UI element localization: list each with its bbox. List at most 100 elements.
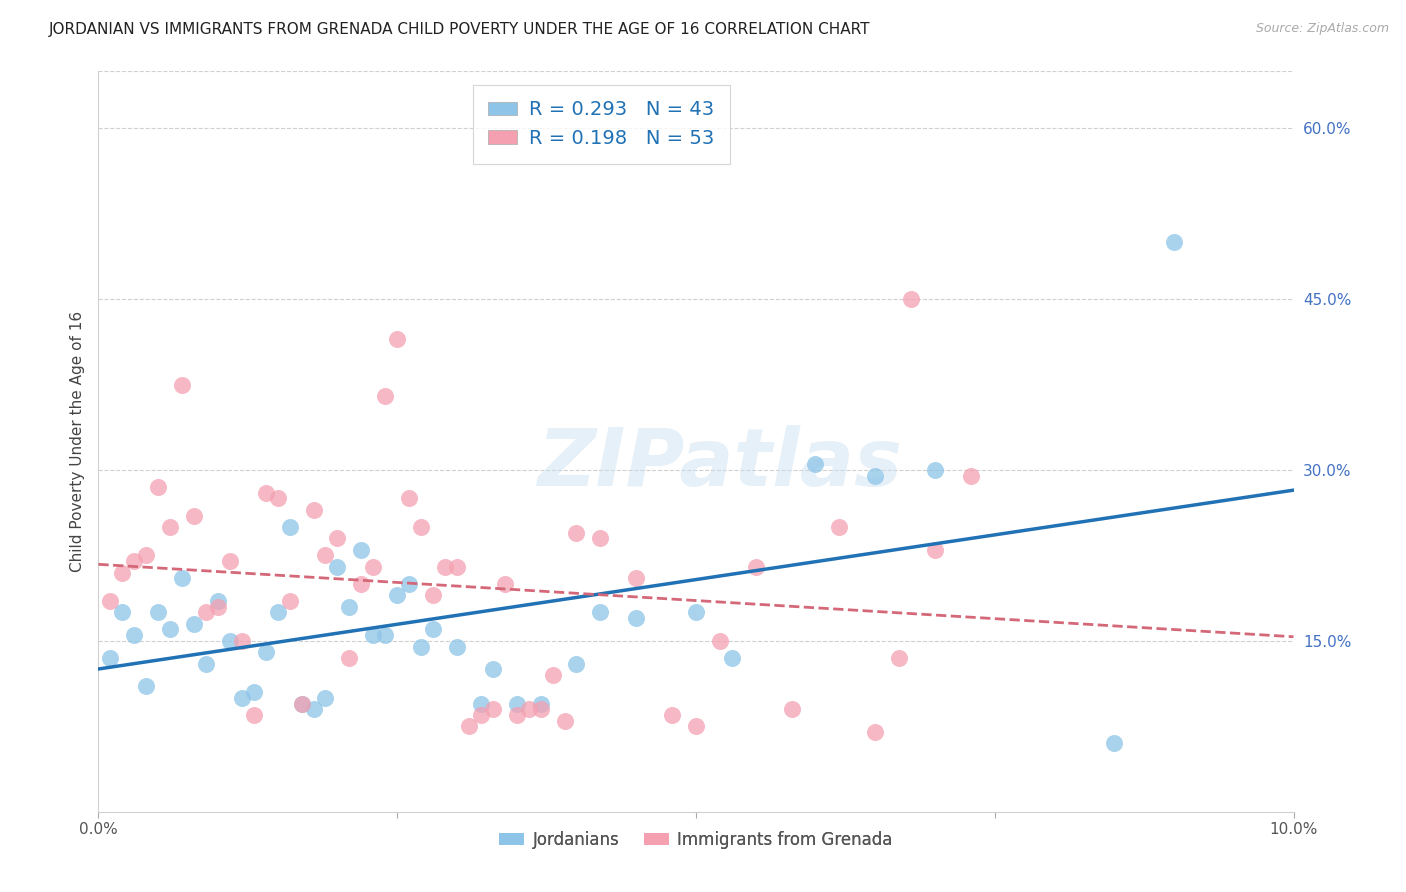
Point: [363, 559, 385, 574]
Point: [183, 508, 205, 523]
Point: [398, 577, 420, 591]
Point: [339, 599, 361, 614]
Point: [374, 628, 396, 642]
Point: [1163, 235, 1185, 250]
Text: JORDANIAN VS IMMIGRANTS FROM GRENADA CHILD POVERTY UNDER THE AGE OF 16 CORRELATI: JORDANIAN VS IMMIGRANTS FROM GRENADA CHI…: [49, 22, 870, 37]
Point: [506, 697, 529, 711]
Point: [315, 549, 337, 563]
Point: [374, 389, 396, 403]
Point: [494, 577, 516, 591]
Point: [278, 594, 301, 608]
Legend: Jordanians, Immigrants from Grenada: Jordanians, Immigrants from Grenada: [492, 824, 900, 855]
Point: [661, 707, 683, 722]
Point: [124, 554, 146, 568]
Point: [541, 668, 564, 682]
Point: [291, 697, 314, 711]
Point: [219, 554, 242, 568]
Point: [565, 657, 588, 671]
Point: [589, 532, 612, 546]
Point: [231, 690, 253, 705]
Point: [411, 640, 433, 654]
Point: [98, 594, 122, 608]
Point: [291, 697, 314, 711]
Point: [685, 719, 707, 733]
Point: [148, 606, 170, 620]
Point: [339, 651, 361, 665]
Point: [278, 520, 301, 534]
Point: [243, 685, 266, 699]
Point: [411, 520, 433, 534]
Point: [350, 542, 373, 557]
Point: [267, 606, 290, 620]
Point: [924, 542, 946, 557]
Point: [350, 577, 373, 591]
Point: [924, 463, 946, 477]
Point: [172, 571, 194, 585]
Point: [326, 559, 349, 574]
Point: [385, 588, 409, 602]
Point: [589, 606, 612, 620]
Point: [195, 606, 218, 620]
Point: [302, 702, 325, 716]
Point: [780, 702, 803, 716]
Point: [183, 616, 205, 631]
Point: [554, 714, 576, 728]
Point: [135, 680, 157, 694]
Y-axis label: Child Poverty Under the Age of 16: Child Poverty Under the Age of 16: [69, 311, 84, 572]
Point: [326, 532, 349, 546]
Point: [159, 623, 181, 637]
Point: [1104, 736, 1126, 750]
Point: [111, 566, 134, 580]
Point: [254, 645, 277, 659]
Point: [828, 520, 851, 534]
Point: [900, 292, 922, 306]
Point: [506, 707, 529, 722]
Point: [315, 690, 337, 705]
Point: [685, 606, 707, 620]
Point: [446, 559, 468, 574]
Point: [135, 549, 157, 563]
Point: [302, 503, 325, 517]
Point: [626, 611, 648, 625]
Point: [470, 707, 492, 722]
Point: [363, 628, 385, 642]
Point: [565, 525, 588, 540]
Point: [482, 662, 505, 676]
Point: [98, 651, 122, 665]
Point: [148, 480, 170, 494]
Point: [709, 633, 731, 648]
Point: [195, 657, 218, 671]
Point: [530, 697, 553, 711]
Point: [721, 651, 744, 665]
Point: [207, 594, 229, 608]
Point: [745, 559, 768, 574]
Text: ZIPatlas: ZIPatlas: [537, 425, 903, 503]
Point: [434, 559, 457, 574]
Point: [865, 468, 887, 483]
Point: [159, 520, 181, 534]
Text: Source: ZipAtlas.com: Source: ZipAtlas.com: [1256, 22, 1389, 36]
Point: [385, 332, 409, 346]
Point: [446, 640, 468, 654]
Point: [398, 491, 420, 506]
Point: [124, 628, 146, 642]
Point: [243, 707, 266, 722]
Point: [172, 377, 194, 392]
Point: [517, 702, 540, 716]
Point: [960, 468, 983, 483]
Point: [207, 599, 229, 614]
Point: [422, 623, 444, 637]
Point: [458, 719, 481, 733]
Point: [267, 491, 290, 506]
Point: [422, 588, 444, 602]
Point: [804, 458, 827, 472]
Point: [530, 702, 553, 716]
Point: [865, 725, 887, 739]
Point: [482, 702, 505, 716]
Point: [111, 606, 134, 620]
Point: [889, 651, 911, 665]
Point: [470, 697, 492, 711]
Point: [219, 633, 242, 648]
Point: [254, 485, 277, 500]
Point: [231, 633, 253, 648]
